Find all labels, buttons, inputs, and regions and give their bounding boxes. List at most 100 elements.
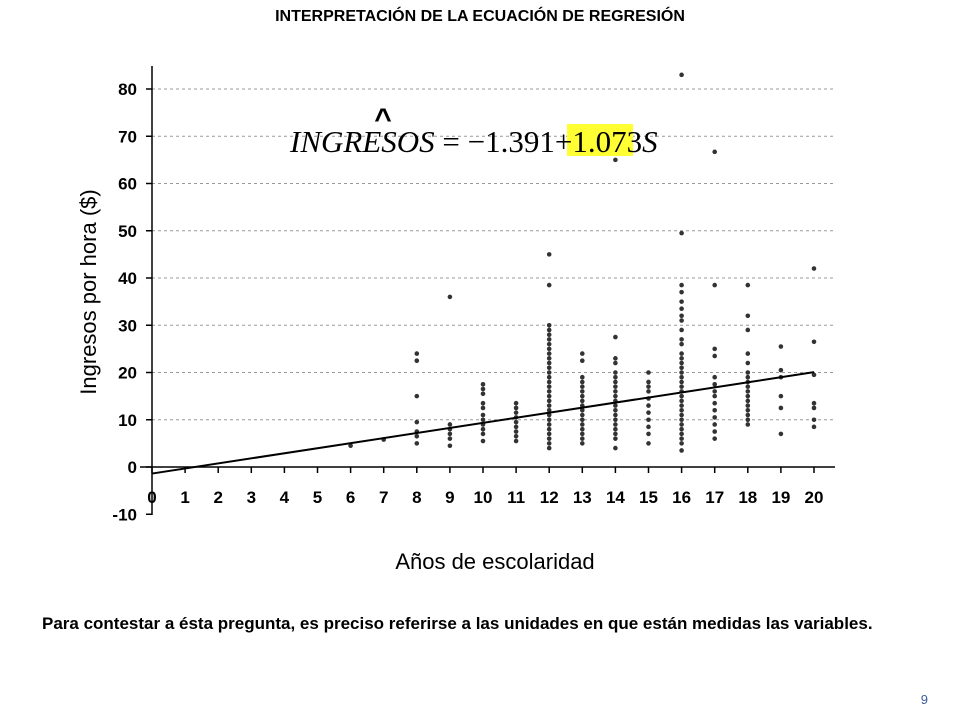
- data-point: [613, 379, 618, 385]
- data-point: [613, 408, 618, 413]
- data-point: [679, 412, 684, 418]
- data-point: [679, 360, 684, 366]
- data-point: [546, 393, 552, 399]
- data-point: [414, 433, 420, 439]
- data-point: [679, 393, 684, 399]
- data-point: [348, 443, 353, 449]
- equation-lhs: INGRESOS: [289, 124, 435, 159]
- x-tick-label: 7: [379, 488, 388, 507]
- data-point: [447, 431, 453, 437]
- data-point: [811, 424, 817, 430]
- data-points: [348, 72, 817, 453]
- data-point: [811, 400, 817, 406]
- x-tick-label: 19: [771, 488, 790, 507]
- data-point: [679, 72, 684, 78]
- data-point: [513, 433, 519, 439]
- x-tick-label: 8: [412, 488, 421, 507]
- x-tick-label: 12: [540, 488, 559, 507]
- data-point: [745, 282, 751, 288]
- x-tick-labels: 0 1 2 3 4 5 6 7 8 9 10 11 12 13 14 15 16 17 18 19 20: [147, 467, 823, 507]
- data-point: [580, 351, 585, 356]
- data-point: [613, 426, 618, 432]
- data-point: [613, 334, 618, 340]
- data-point: [712, 415, 717, 420]
- data-point: [580, 436, 585, 441]
- page-number: 9: [920, 692, 928, 707]
- data-point: [778, 367, 784, 373]
- data-point: [546, 351, 552, 356]
- data-point: [546, 436, 552, 441]
- data-point: [745, 360, 751, 366]
- data-point: [646, 389, 651, 394]
- data-point: [513, 405, 519, 411]
- data-point: [546, 337, 552, 342]
- y-tick-label: 80: [118, 80, 137, 99]
- data-point: [712, 422, 717, 427]
- x-tick-label: 11: [507, 488, 525, 507]
- data-point: [546, 408, 552, 413]
- x-tick-label: 4: [280, 488, 290, 507]
- x-tick-label: 2: [213, 488, 222, 507]
- slope-highlight: [567, 124, 633, 156]
- x-tick-label: 13: [573, 488, 592, 507]
- data-point: [447, 294, 453, 300]
- data-point: [613, 422, 618, 427]
- data-point: [546, 441, 552, 446]
- data-point: [546, 252, 552, 257]
- data-point: [580, 417, 585, 423]
- data-point: [679, 289, 684, 295]
- x-tick-label: 6: [346, 488, 355, 507]
- data-point: [480, 426, 486, 432]
- data-point: [613, 374, 618, 380]
- data-point: [580, 412, 585, 418]
- data-point: [778, 405, 784, 411]
- data-point: [480, 405, 486, 411]
- y-tick-labels: -10 0 10 20 30 40 50 60 70 80: [112, 80, 152, 524]
- data-point: [745, 422, 751, 427]
- data-point: [414, 351, 420, 356]
- data-point: [778, 393, 784, 399]
- data-point: [613, 436, 618, 441]
- data-point: [646, 441, 651, 446]
- data-point: [745, 313, 751, 319]
- data-point: [414, 441, 420, 446]
- data-point: [480, 400, 486, 406]
- data-point: [745, 393, 751, 399]
- data-point: [546, 365, 552, 371]
- data-point: [546, 322, 552, 328]
- data-point: [546, 356, 552, 361]
- data-point: [613, 389, 618, 394]
- data-point: [447, 436, 453, 441]
- data-point: [646, 384, 651, 389]
- data-point: [546, 379, 552, 385]
- slide-caption: Para contestar a ésta pregunta, es preci…: [42, 614, 873, 633]
- data-point: [646, 403, 651, 408]
- x-tick-label: 9: [445, 488, 454, 507]
- data-point: [679, 374, 684, 380]
- data-point: [546, 384, 552, 389]
- data-point: [679, 426, 684, 432]
- data-point: [679, 299, 684, 304]
- data-point: [513, 400, 519, 406]
- equation-slope: 1.073: [572, 124, 642, 159]
- data-point: [613, 384, 618, 389]
- data-point: [480, 386, 486, 392]
- data-point: [447, 422, 453, 427]
- data-point: [679, 431, 684, 437]
- data-point: [580, 393, 585, 399]
- data-point: [646, 424, 651, 430]
- y-tick-label: 40: [118, 269, 137, 288]
- data-point: [513, 438, 519, 444]
- data-point: [546, 431, 552, 437]
- data-point: [580, 389, 585, 394]
- data-point: [679, 306, 684, 312]
- data-point: [745, 351, 751, 356]
- data-point: [679, 327, 684, 333]
- data-point: [546, 360, 552, 366]
- data-point: [646, 417, 651, 423]
- data-point: [646, 370, 651, 375]
- y-tick-label: 10: [118, 411, 137, 430]
- data-point: [546, 346, 552, 352]
- data-point: [712, 149, 717, 155]
- data-point: [613, 412, 618, 418]
